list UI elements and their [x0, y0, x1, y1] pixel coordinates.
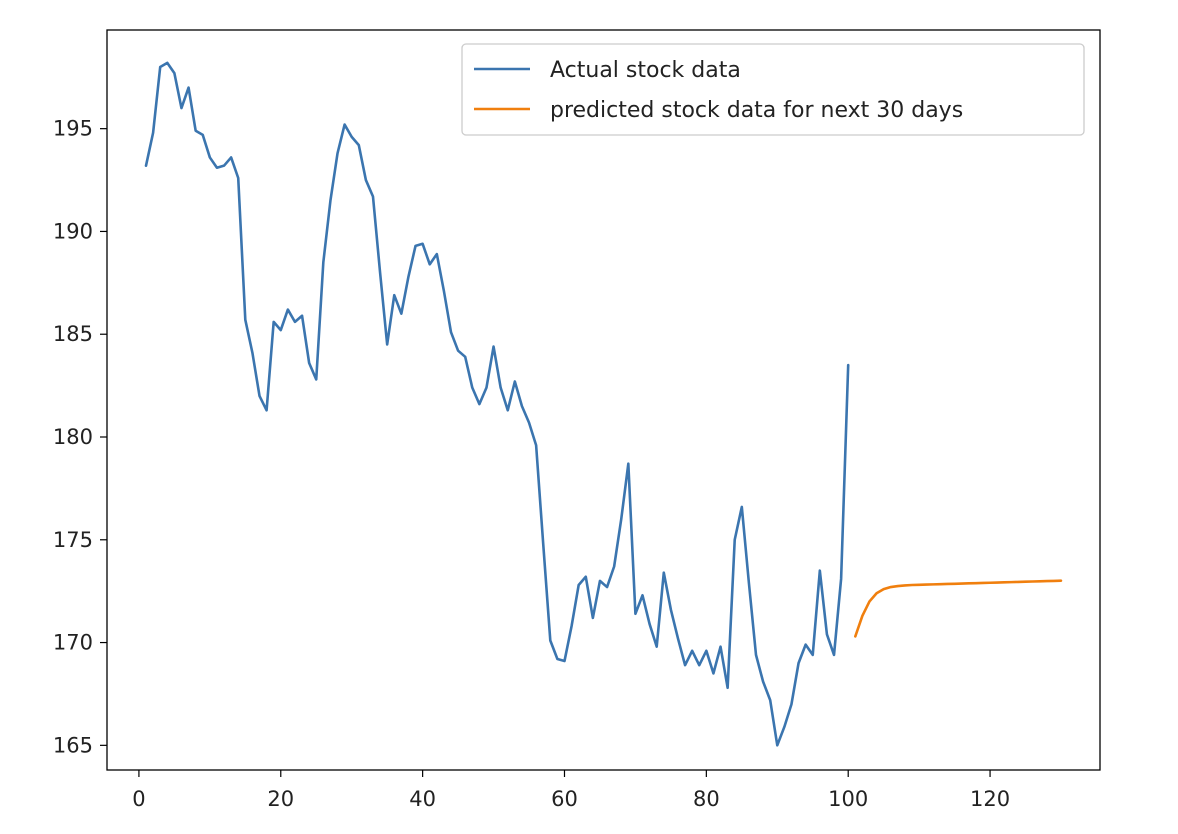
- y-tick-label: 170: [53, 631, 93, 655]
- y-axis: 165 170 175 180 185 190 195: [53, 117, 107, 757]
- x-axis: 0 20 40 60 80 100 120: [132, 770, 1010, 811]
- y-tick-label: 175: [53, 528, 93, 552]
- legend-label: predicted stock data for next 30 days: [550, 98, 963, 123]
- series-line-predicted: [853, 579, 1063, 638]
- y-tick-label: 195: [53, 117, 93, 141]
- x-tick-label: 120: [970, 787, 1010, 811]
- axes-frame: [106, 29, 1101, 771]
- legend-label: Actual stock data: [550, 58, 741, 83]
- x-tick-label: 100: [828, 787, 868, 811]
- series-group: [144, 61, 1063, 747]
- x-tick-label: 20: [267, 787, 294, 811]
- legend-box: [461, 43, 1085, 136]
- y-tick-label: 165: [53, 733, 93, 757]
- y-tick-label: 180: [53, 425, 93, 449]
- x-tick-label: 60: [551, 787, 578, 811]
- x-tick-label: 40: [409, 787, 436, 811]
- legend: Actual stock data predicted stock data fo…: [461, 43, 1085, 136]
- x-tick-label: 0: [132, 787, 145, 811]
- y-tick-label: 190: [53, 219, 93, 243]
- series-line-actual: [144, 61, 850, 747]
- y-tick-label: 185: [53, 322, 93, 346]
- x-tick-label: 80: [693, 787, 720, 811]
